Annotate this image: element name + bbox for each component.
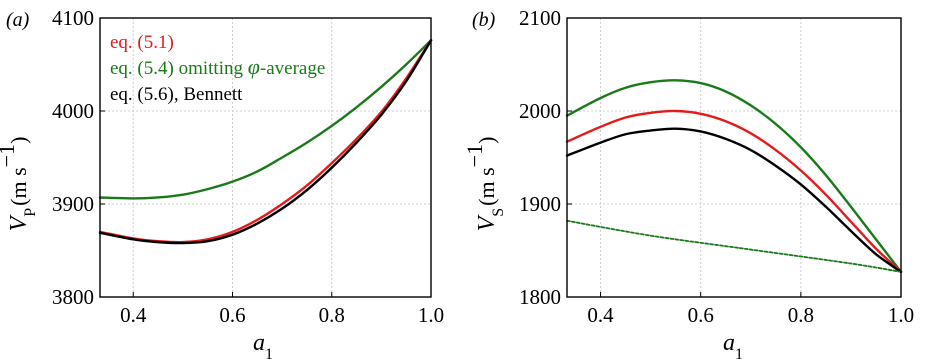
panel-b-ytick-label: 1800	[519, 285, 561, 309]
panel-a-series	[98, 39, 433, 245]
panel-b-xtick-label: 0.8	[788, 303, 814, 327]
panel-a-ylabel: VP (m s−1)	[0, 137, 39, 232]
panel-b-ylabel-unit: (m s	[474, 167, 499, 206]
panel-b-ylabel-sub: S	[490, 208, 507, 217]
panel-a-ylabel-sub: P	[22, 208, 39, 217]
panel-b-xtick-label: 0.6	[688, 303, 714, 327]
panel-a-series-line-2	[98, 39, 433, 245]
panel-a-ylabel-exp: −1	[0, 144, 19, 167]
legend-entry-eq-5-4-suffix: -average	[260, 58, 325, 79]
panel-b-series-line-1	[565, 109, 903, 274]
panel-a-xtick-label: 0.4	[120, 303, 147, 327]
panel-b-series-line-3	[566, 219, 902, 273]
panel-b-label: (b)	[472, 9, 496, 31]
panel-b-ylabel-close: )	[474, 137, 499, 144]
panel-a-ticks: 0.4 0.6 0.8 1.0 3800 3900 4000 4100	[52, 6, 444, 327]
panel-a-ytick-label: 3900	[52, 192, 94, 216]
panel-a-xlabel-main: a	[253, 330, 265, 356]
panel-a-legend: eq. (5.1) eq. (5.4) omitting φ-average e…	[110, 32, 325, 105]
legend-entry-eq-5-1: eq. (5.1)	[110, 32, 174, 53]
legend-entry-eq-5-4: eq. (5.4) omitting φ-average	[110, 54, 325, 79]
panel-b-xtick-label: 1.0	[888, 303, 914, 327]
panel-b-frame	[566, 17, 902, 298]
panel-b-ylabel-main: V	[474, 214, 500, 231]
panel-a-ytick-label: 3800	[52, 285, 94, 309]
panel-a-xlabel: a1	[253, 330, 273, 359]
panel-a-xtick-label: 0.8	[319, 303, 345, 327]
panel-a-vp-chart: (a) 0.4 0.6 0.8 1.0 3800 3900 4000 4100 VP (m s−…	[0, 6, 444, 359]
panel-b-ylabel: VS (m s−1)	[462, 137, 507, 232]
panel-b-ylabel-exp: −1	[462, 144, 487, 167]
panel-a-ylabel-unit: (m s	[6, 167, 31, 206]
panel-a-ytick-label: 4100	[52, 6, 94, 30]
panel-a-xtick-label: 1.0	[418, 303, 444, 327]
panel-b-ytick-label: 2000	[519, 99, 561, 123]
panel-b-xlabel-main: a	[723, 330, 735, 356]
legend-entry-eq-5-4-text: eq. (5.4) omitting	[110, 58, 248, 79]
panel-a-xlabel-sub: 1	[265, 346, 273, 359]
legend-entry-eq-5-4-phi: φ	[248, 54, 260, 79]
panel-b-series-line-2	[565, 127, 903, 274]
panel-a-frame	[99, 17, 432, 298]
panel-b-xlabel: a1	[723, 330, 743, 359]
panel-b-xtick-label: 0.4	[587, 303, 614, 327]
panel-b-ticks: 0.4 0.6 0.8 1.0 1800 1900 2000 2100	[519, 6, 914, 327]
legend-entry-eq-5-6-bennett: eq. (5.6), Bennett	[110, 84, 243, 105]
panel-a-series-line-0	[98, 39, 433, 200]
panel-b-xlabel-sub: 1	[735, 346, 743, 359]
panel-a-ylabel-main: V	[6, 214, 32, 231]
panel-b-series	[565, 79, 903, 274]
panel-a-ytick-label: 4000	[52, 99, 94, 123]
panel-b-grid	[567, 18, 901, 297]
panel-a-label: (a)	[6, 9, 30, 31]
panel-a-ylabel-close: )	[6, 137, 31, 144]
panel-a-grid	[100, 18, 431, 297]
panel-b-ytick-label: 1900	[519, 192, 561, 216]
panel-b-series-line-0	[565, 79, 903, 274]
panel-b-vs-chart: (b) 0.4 0.6 0.8 1.0 1800 1900 2000 2100 VS (m s−…	[462, 6, 915, 359]
panel-b-ytick-label: 2100	[519, 6, 561, 30]
panel-a-xtick-label: 0.6	[219, 303, 245, 327]
